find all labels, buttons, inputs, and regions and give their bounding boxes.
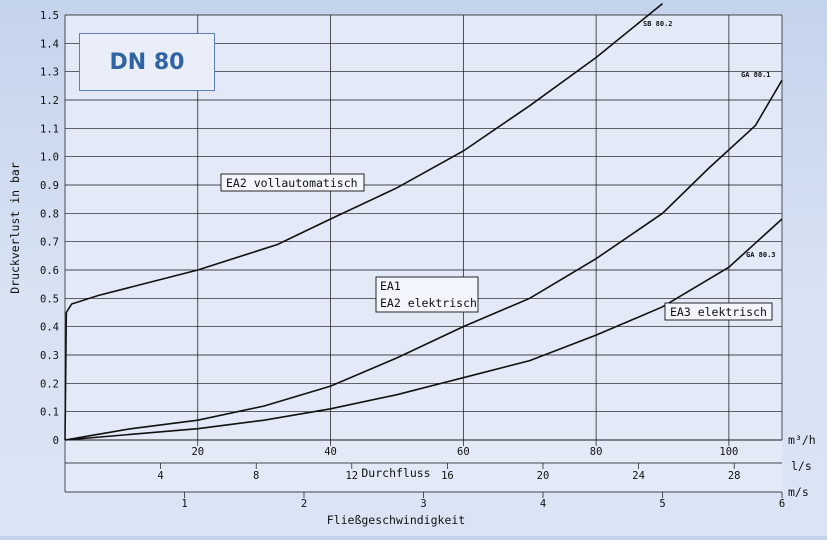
annotation-ea2-vollautomatisch: EA2 vollautomatisch: [226, 176, 358, 190]
x-tick-label-ms: 6: [779, 498, 785, 510]
x-tick-label-ls: 28: [728, 470, 741, 482]
annotation-ea3-elektrisch: EA3 elektrisch: [670, 305, 767, 319]
flow-axis-title: Durchfluss: [361, 466, 430, 480]
series-curve-1: [64, 3, 664, 441]
series-label-ga801: GA 80.1: [741, 71, 771, 79]
y-tick-label: 0.4: [40, 322, 59, 334]
y-tick-label: 0.6: [40, 265, 59, 277]
x-tick-label-m3h: 60: [457, 446, 470, 458]
dn-size-badge: DN 80: [79, 33, 215, 91]
y-tick-label: 0.7: [40, 237, 59, 249]
x-tick-label-ms: 2: [301, 498, 307, 510]
y-tick-label: 1.3: [40, 67, 59, 79]
x-tick-label-m3h: 100: [719, 446, 738, 458]
x-tick-label-m3h: 40: [324, 446, 337, 458]
x-tick-label-ls: 24: [632, 470, 645, 482]
x-tick-label-ms: 5: [659, 498, 665, 510]
x-tick-label-ls: 20: [537, 470, 550, 482]
x-tick-label-ls: 12: [345, 470, 358, 482]
y-tick-label: 1.2: [40, 95, 59, 107]
y-tick-label: 0.2: [40, 378, 59, 390]
velocity-axis-title: Fließgeschwindigkeit: [327, 513, 465, 527]
series-label-sb802: SB 80.2: [643, 20, 673, 28]
annotation-ea1: EA1: [380, 279, 401, 293]
series-label-ga803: GA 80.3: [746, 251, 776, 259]
x-tick-label-ls: 16: [441, 470, 454, 482]
y-tick-label: 1.0: [40, 152, 59, 164]
y-tick-label: 0.8: [40, 208, 59, 220]
y-tick-label: 1.4: [40, 38, 59, 50]
y-tick-label: 0: [53, 435, 59, 447]
x-tick-label-ms: 1: [181, 498, 187, 510]
x-tick-label-m3h: 80: [590, 446, 603, 458]
y-tick-label: 0.1: [40, 407, 59, 419]
y-tick-label: 0.3: [40, 350, 59, 362]
unit-ms: m/s: [788, 485, 809, 499]
series-curve-3: [64, 218, 783, 441]
unit-m3h: m³/h: [788, 433, 816, 447]
unit-ls: l/s: [791, 459, 812, 473]
y-tick-label: 1.5: [40, 10, 59, 22]
annotation-ea2-elektrisch: EA2 elektrisch: [380, 296, 477, 310]
x-tick-label-ms: 3: [420, 498, 426, 510]
x-tick-label-m3h: 20: [191, 446, 204, 458]
x-tick-label-ls: 8: [253, 470, 259, 482]
y-tick-label: 0.9: [40, 180, 59, 192]
y-axis-title: Druckverlust in bar: [8, 162, 22, 294]
y-tick-label: 0.5: [40, 293, 59, 305]
x-tick-label-ms: 4: [540, 498, 546, 510]
series-curve-2: [64, 79, 783, 441]
x-tick-label-ls: 4: [157, 470, 163, 482]
y-tick-label: 1.1: [40, 123, 59, 135]
